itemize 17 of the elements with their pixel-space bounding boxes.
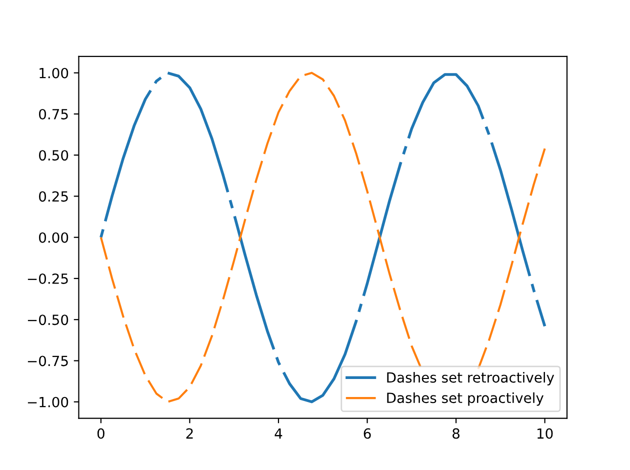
y-tick-label: −0.25 <box>28 273 68 284</box>
y-tick-label: 0.00 <box>39 232 68 243</box>
y-tick-label: 0.25 <box>39 191 68 202</box>
x-tick-label: 10 <box>537 428 553 439</box>
x-tick-label: 4 <box>274 428 282 439</box>
x-tick-label: 0 <box>97 428 104 439</box>
y-tick-label: 1.00 <box>40 68 68 78</box>
legend-label: Dashes set proactively <box>387 392 544 406</box>
y-tick-label: −1.00 <box>28 396 68 408</box>
x-tick-label: 8 <box>452 428 460 439</box>
y-tick-label: −0.50 <box>28 314 68 326</box>
y-tick-label: 0.75 <box>39 108 68 120</box>
x-tick-label: 2 <box>186 428 193 439</box>
y-tick-label: −0.75 <box>28 356 68 366</box>
y-tick-label: 0.50 <box>39 150 68 161</box>
x-tick-label: 6 <box>364 428 371 439</box>
legend-label: Dashes set retroactively <box>387 372 554 386</box>
